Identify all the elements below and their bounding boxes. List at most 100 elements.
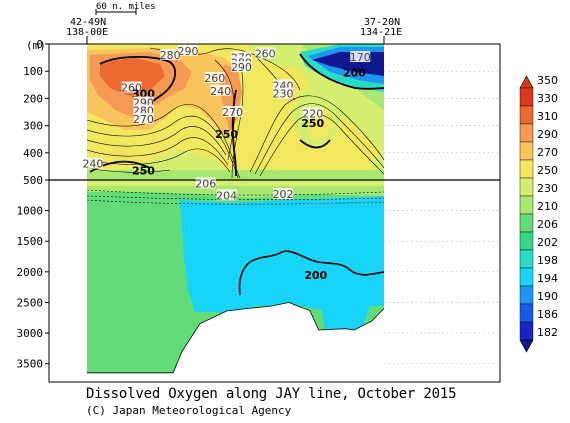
colorbar-segment-290	[519, 141, 534, 161]
colorbar-label-198: 198	[537, 254, 558, 267]
section-end-lat: 37-20N	[364, 17, 400, 28]
contour-label-upper-0: 290	[177, 44, 198, 58]
section-start-lon: 138-00E	[66, 27, 108, 38]
contour-label-text: 200	[343, 67, 366, 80]
top-axis	[86, 9, 385, 44]
colorbar-label-230: 230	[537, 182, 558, 195]
right-blank-area	[384, 44, 500, 382]
colorbar-segment-330	[519, 105, 534, 125]
contour-label-text: 250	[132, 164, 155, 177]
contour-label-upper-5: 260	[255, 47, 276, 61]
y-tick-label-upper-0: 0	[36, 38, 43, 51]
colorbar-label-210: 210	[537, 200, 558, 213]
contour-labels: 2902802702802902601702002602602402302403…	[82, 44, 371, 282]
colorbar-segment-190	[519, 303, 534, 323]
left-blank-area	[49, 44, 87, 382]
contour-label-text: 200	[304, 269, 327, 282]
y-tick-label-lower-1500: 1500	[17, 235, 44, 248]
contour-label-upper-7: 200	[343, 67, 366, 80]
contour-line-10	[231, 59, 244, 179]
contour-label-bg	[133, 112, 154, 124]
y-tick-label-lower-3000: 3000	[17, 327, 44, 340]
bottom-topography	[87, 301, 385, 382]
scale-label: 60 n. miles	[96, 2, 156, 12]
colorbar-segment-350	[519, 87, 534, 107]
contour-label-bg	[231, 61, 252, 73]
contour-label-upper-22: 250	[132, 164, 155, 177]
lower-contour-lines	[87, 189, 384, 205]
colorbar: 350 330 310 290 270 250 230 210 206 202 198 194 190 1…	[519, 74, 558, 353]
contour-label-text: 280	[160, 49, 181, 62]
contour-label-bg	[160, 48, 181, 60]
y-axis-ticks: 0 100 200 300 400 500 1000 1500 2000 2500 3000 3500	[17, 38, 49, 371]
contour-line-2	[87, 115, 239, 179]
contour-label-upper-16: 270	[133, 112, 154, 126]
colorbar-segment-198	[519, 267, 534, 287]
contour-label-text: 220	[302, 107, 323, 120]
contour-label-bg	[302, 107, 323, 119]
colorbar-top-arrow	[519, 75, 534, 89]
contour-label-bg	[222, 106, 243, 117]
contour-label-text: 206	[195, 177, 216, 190]
contour-label-text: 260	[204, 72, 225, 85]
colorbar-label-194: 194	[537, 272, 558, 285]
contour-label-text: 270	[133, 113, 154, 126]
contour-label-bg	[210, 84, 231, 96]
contour-label-upper-4: 290	[231, 61, 252, 74]
contour-label-text: 260	[121, 82, 142, 95]
grid-lower	[384, 210, 500, 364]
contour-label-upper-20: 250	[215, 128, 238, 141]
y-tick-label-lower-3500: 3500	[17, 358, 44, 371]
section-start-lat: 42-49N	[70, 17, 106, 28]
bold-contour-250-right	[299, 139, 331, 149]
plot-frame	[48, 43, 501, 383]
contour-label-bg	[216, 189, 237, 201]
contour-label-bg	[121, 81, 142, 93]
contour-label-text: 204	[216, 189, 237, 202]
colorbar-label-330: 330	[537, 92, 558, 105]
y-tick-label-upper-300: 300	[23, 120, 43, 133]
colorbar-label-182: 182	[537, 326, 558, 339]
contour-line-3	[87, 126, 227, 156]
contour-label-upper-21: 240	[82, 157, 103, 171]
y-tick-label-lower-2000: 2000	[17, 266, 44, 279]
colorbar-label-290: 290	[537, 128, 558, 141]
lower-top-band	[87, 180, 384, 188]
colorbar-segment-186	[519, 321, 534, 341]
contour-label-bg	[177, 44, 198, 56]
contour-line-7	[254, 103, 384, 175]
colorbar-label-202: 202	[537, 236, 558, 249]
contour-label-bg	[82, 157, 103, 169]
contour-label-lower-1: 204	[216, 189, 237, 202]
seafloor-mask	[87, 302, 384, 382]
contour-label-text: 260	[255, 48, 276, 61]
contour-label-text: 290	[177, 45, 198, 58]
colorbar-segment-206	[519, 231, 534, 251]
contour-label-upper-17: 270	[222, 106, 243, 119]
lower-region-198	[180, 196, 384, 330]
contour-label-upper-6: 170	[350, 51, 371, 64]
colorbar-segment-310	[519, 123, 534, 143]
contour-label-lower-2: 202	[273, 188, 294, 201]
colorbar-segment-210	[519, 213, 534, 233]
contour-label-bg	[350, 51, 371, 63]
contour-label-bg	[273, 87, 294, 99]
contour-label-upper-9: 260	[121, 81, 142, 95]
contour-label-upper-12: 240	[210, 84, 231, 98]
contour-label-bg	[195, 177, 216, 189]
y-tick-label-lower-1000: 1000	[17, 205, 44, 218]
bold-contour-250-left	[89, 160, 151, 173]
contour-label-lower-3: 200	[304, 269, 327, 282]
contour-line-5	[87, 148, 231, 173]
dashed-contour-1	[87, 189, 384, 196]
colorbar-segment-202	[519, 249, 534, 269]
grid-upper	[384, 70, 500, 154]
bold-contour-200	[299, 53, 384, 90]
contour-line-6	[249, 95, 384, 173]
contour-label-upper-1: 280	[160, 48, 181, 62]
contour-label-text: 250	[301, 117, 324, 130]
colorbar-label-270: 270	[537, 146, 558, 159]
contour-label-text: 270	[222, 106, 243, 119]
contour-label-text: 240	[210, 85, 231, 98]
